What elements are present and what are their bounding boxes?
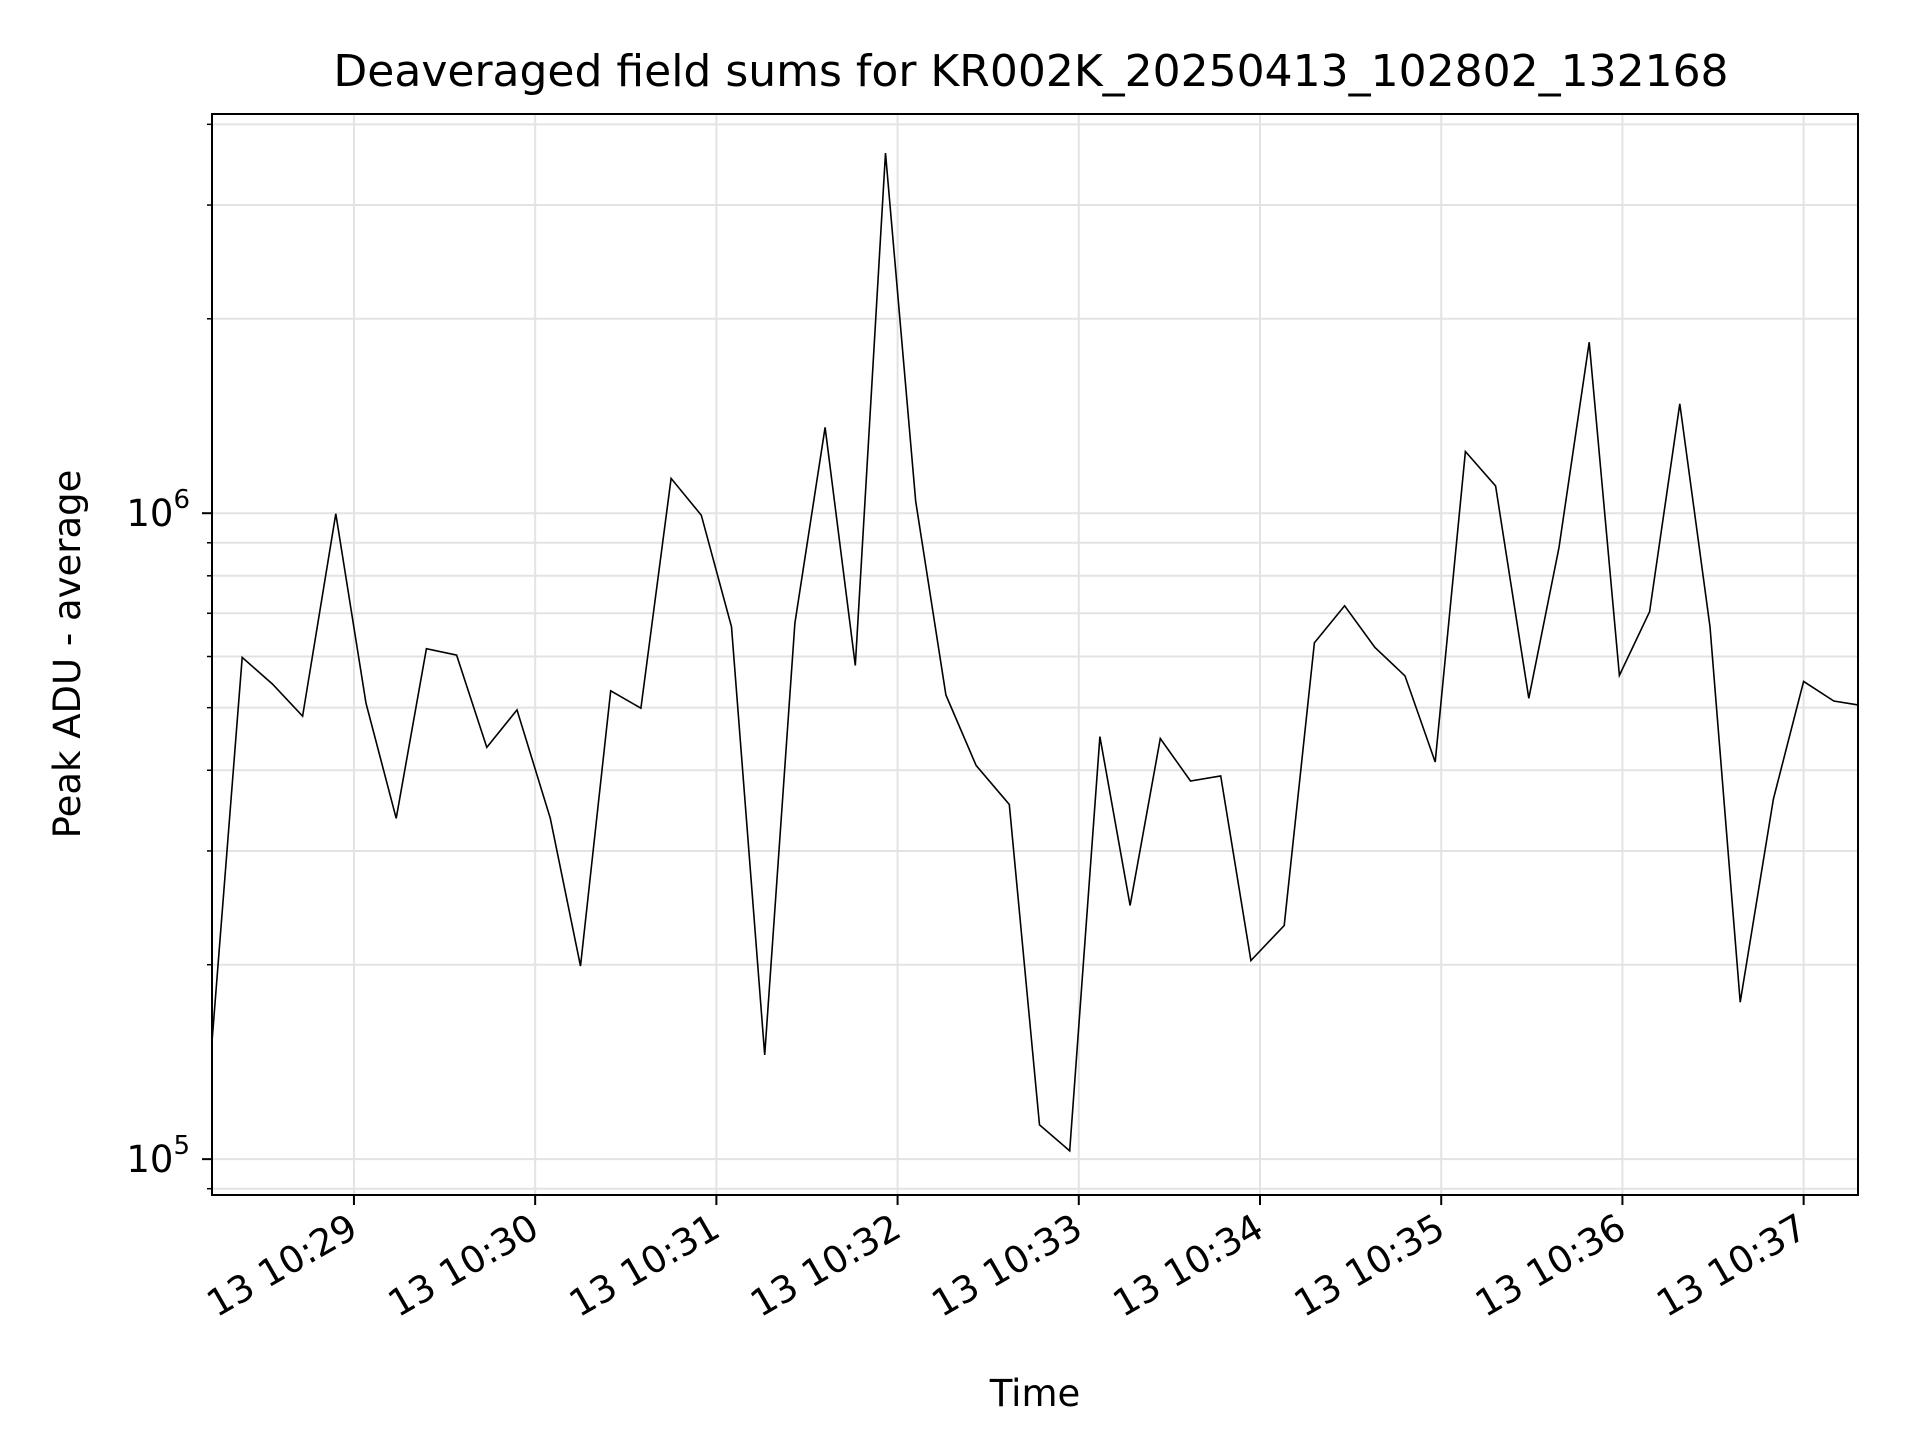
x-tick-label: 13 10:34 (1106, 1206, 1271, 1326)
y-tick-base: 10 (126, 1138, 173, 1181)
y-tick-exponent: 6 (173, 485, 190, 515)
chart-title: Deaveraged field sums for KR002K_2025041… (333, 46, 1728, 97)
x-tick-label: 13 10:37 (1649, 1206, 1814, 1326)
grid (212, 114, 1858, 1195)
x-tick-label: 13 10:29 (200, 1206, 365, 1326)
series-line (211, 153, 1859, 1153)
x-tick-label: 13 10:30 (381, 1206, 546, 1326)
y-tick-label: 106 (126, 485, 190, 535)
y-tick-exponent: 5 (173, 1131, 190, 1161)
x-tick-label: 13 10:32 (743, 1206, 908, 1326)
x-axis-label: Time (989, 1372, 1081, 1415)
plot-frame (211, 113, 1859, 1196)
x-tick-label: 13 10:33 (924, 1206, 1089, 1326)
y-tick-label: 105 (126, 1131, 190, 1181)
x-tick-label: 13 10:36 (1468, 1206, 1633, 1326)
x-axis: 13 10:29 13 10:30 13 10:31 13 10:32 13 10:33… (200, 1195, 1814, 1326)
x-tick-label: 13 10:31 (562, 1206, 727, 1326)
y-tick-base: 10 (126, 492, 173, 535)
x-tick-label: 13 10:35 (1287, 1206, 1452, 1326)
y-axis-label: Peak ADU - average (46, 470, 89, 839)
